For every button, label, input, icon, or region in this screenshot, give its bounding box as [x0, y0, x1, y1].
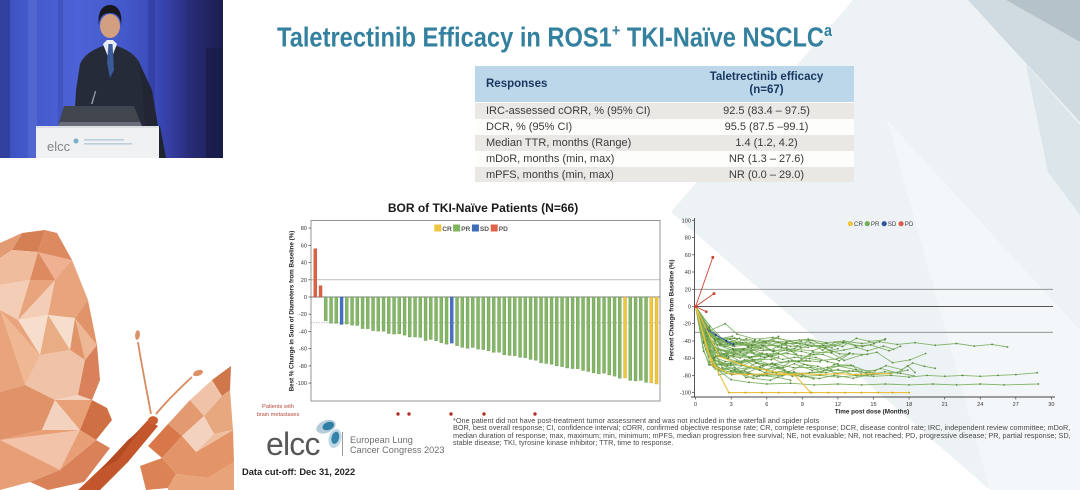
svg-text:Best % Change in Sum of Diamet: Best % Change in Sum of Diameters from B…: [289, 231, 296, 392]
svg-text:Percent Change from Baseline (: Percent Change from Baseline (%): [669, 259, 676, 360]
svg-text:12: 12: [835, 402, 841, 408]
svg-text:-100: -100: [680, 391, 691, 397]
svg-text:-80: -80: [683, 373, 691, 379]
svg-text:20: 20: [301, 278, 307, 284]
svg-text:PD: PD: [499, 226, 508, 233]
svg-text:brain metastases: brain metastases: [257, 412, 300, 418]
svg-text:0: 0: [304, 295, 307, 301]
svg-text:Patients with: Patients with: [262, 404, 294, 410]
svg-text:80: 80: [301, 226, 307, 232]
svg-text:21: 21: [942, 402, 948, 408]
svg-text:Time post dose (Months): Time post dose (Months): [835, 409, 909, 416]
svg-text:-40: -40: [299, 330, 307, 336]
svg-text:6: 6: [765, 402, 768, 408]
svg-text:CR: CR: [442, 226, 452, 233]
svg-text:-100: -100: [296, 381, 307, 387]
svg-text:9: 9: [801, 402, 804, 408]
svg-text:24: 24: [977, 402, 983, 408]
svg-text:PR: PR: [461, 226, 470, 233]
svg-text:-20: -20: [299, 312, 307, 318]
svg-text:15: 15: [870, 402, 876, 408]
svg-text:80: 80: [685, 236, 691, 242]
svg-text:elcc: elcc: [47, 139, 71, 154]
svg-text:-20: -20: [683, 322, 691, 328]
svg-text:PR: PR: [871, 221, 880, 228]
svg-text:3: 3: [730, 402, 733, 408]
svg-text:27: 27: [1013, 402, 1019, 408]
svg-text:0: 0: [688, 305, 691, 311]
svg-text:PD: PD: [905, 221, 914, 228]
svg-text:-80: -80: [299, 364, 307, 370]
svg-text:30: 30: [1048, 402, 1054, 408]
svg-text:-60: -60: [299, 347, 307, 353]
svg-text:60: 60: [301, 243, 307, 249]
svg-text:CR: CR: [854, 221, 863, 228]
svg-text:BOR of TKI-Naïve Patients (N=6: BOR of TKI-Naïve Patients (N=66): [388, 201, 578, 215]
svg-text:20: 20: [685, 287, 691, 293]
svg-text:60: 60: [685, 253, 691, 259]
svg-text:SD: SD: [480, 226, 489, 233]
svg-text:SD: SD: [888, 221, 897, 228]
svg-text:0: 0: [694, 402, 697, 408]
svg-text:40: 40: [301, 261, 307, 267]
svg-text:40: 40: [685, 270, 691, 276]
svg-text:-60: -60: [683, 356, 691, 362]
svg-text:100: 100: [682, 218, 691, 224]
svg-text:-40: -40: [683, 339, 691, 345]
svg-text:18: 18: [906, 402, 912, 408]
